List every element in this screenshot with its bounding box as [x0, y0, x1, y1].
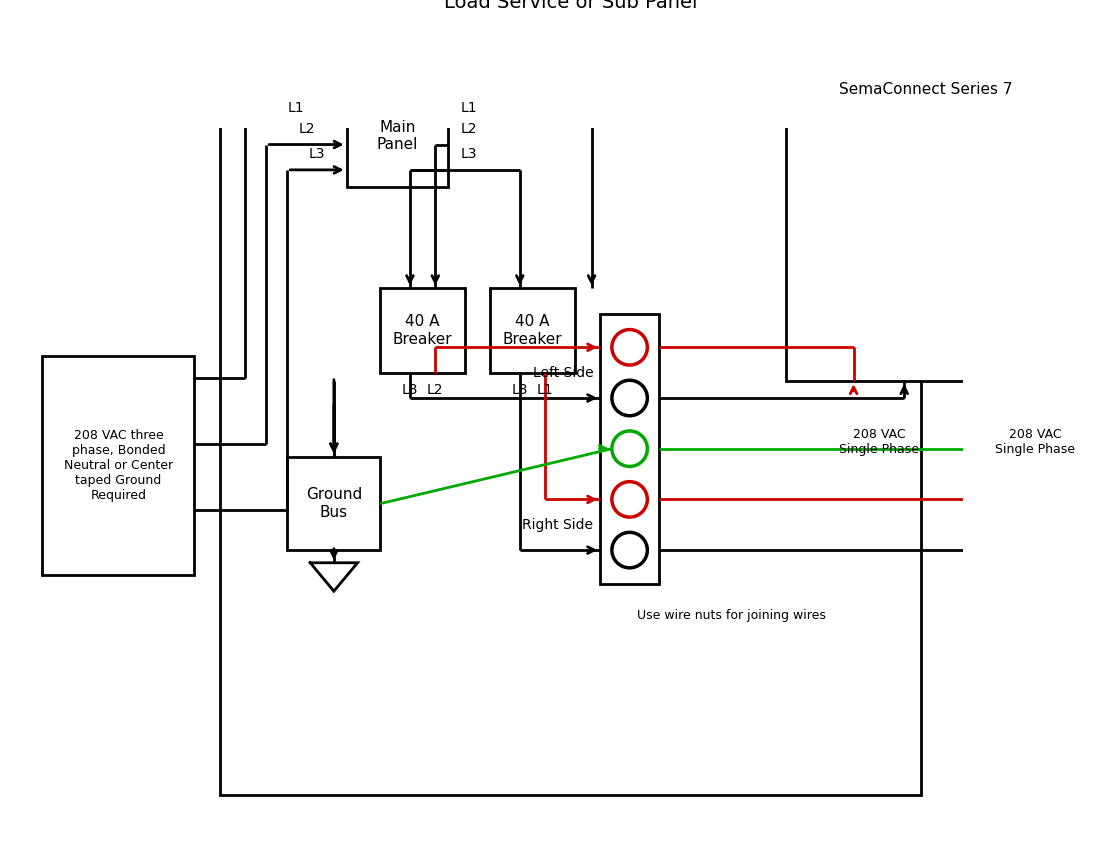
Bar	[287, 457, 381, 550]
Text: 208 VAC
Single Phase: 208 VAC Single Phase	[996, 428, 1075, 456]
Text: L3: L3	[461, 147, 477, 162]
Text: Main
Panel: Main Panel	[376, 120, 418, 152]
Text: L3: L3	[512, 382, 528, 397]
Bar	[600, 314, 659, 584]
Text: Right Side: Right Side	[522, 518, 593, 532]
Text: L2: L2	[427, 382, 443, 397]
Text: Left Side: Left Side	[532, 366, 593, 380]
Bar	[346, 85, 448, 187]
Bar	[381, 288, 465, 372]
Text: L3: L3	[309, 147, 326, 162]
Text: L1: L1	[461, 101, 477, 115]
Bar	[785, 60, 1065, 381]
Text: Load Service or Sub Panel: Load Service or Sub Panel	[443, 0, 697, 12]
Text: 40 A
Breaker: 40 A Breaker	[393, 314, 452, 347]
Text: 208 VAC three
phase, Bonded
Neutral or Center
taped Ground
Required: 208 VAC three phase, Bonded Neutral or C…	[64, 429, 173, 502]
Text: Use wire nuts for joining wires: Use wire nuts for joining wires	[637, 609, 825, 622]
Text: L1: L1	[537, 382, 553, 397]
Bar	[220, 18, 921, 795]
Text: L2: L2	[461, 122, 477, 136]
Text: Ground
Bus: Ground Bus	[306, 487, 362, 520]
Text: SemaConnect Series 7: SemaConnect Series 7	[838, 82, 1012, 97]
Text: 208 VAC
Single Phase: 208 VAC Single Phase	[839, 428, 918, 456]
Text: L1: L1	[287, 101, 305, 115]
Bar	[43, 356, 195, 575]
Text: 40 A
Breaker: 40 A Breaker	[503, 314, 562, 347]
Text: L2: L2	[298, 122, 315, 136]
Bar	[491, 288, 574, 372]
Text: L3: L3	[402, 382, 418, 397]
